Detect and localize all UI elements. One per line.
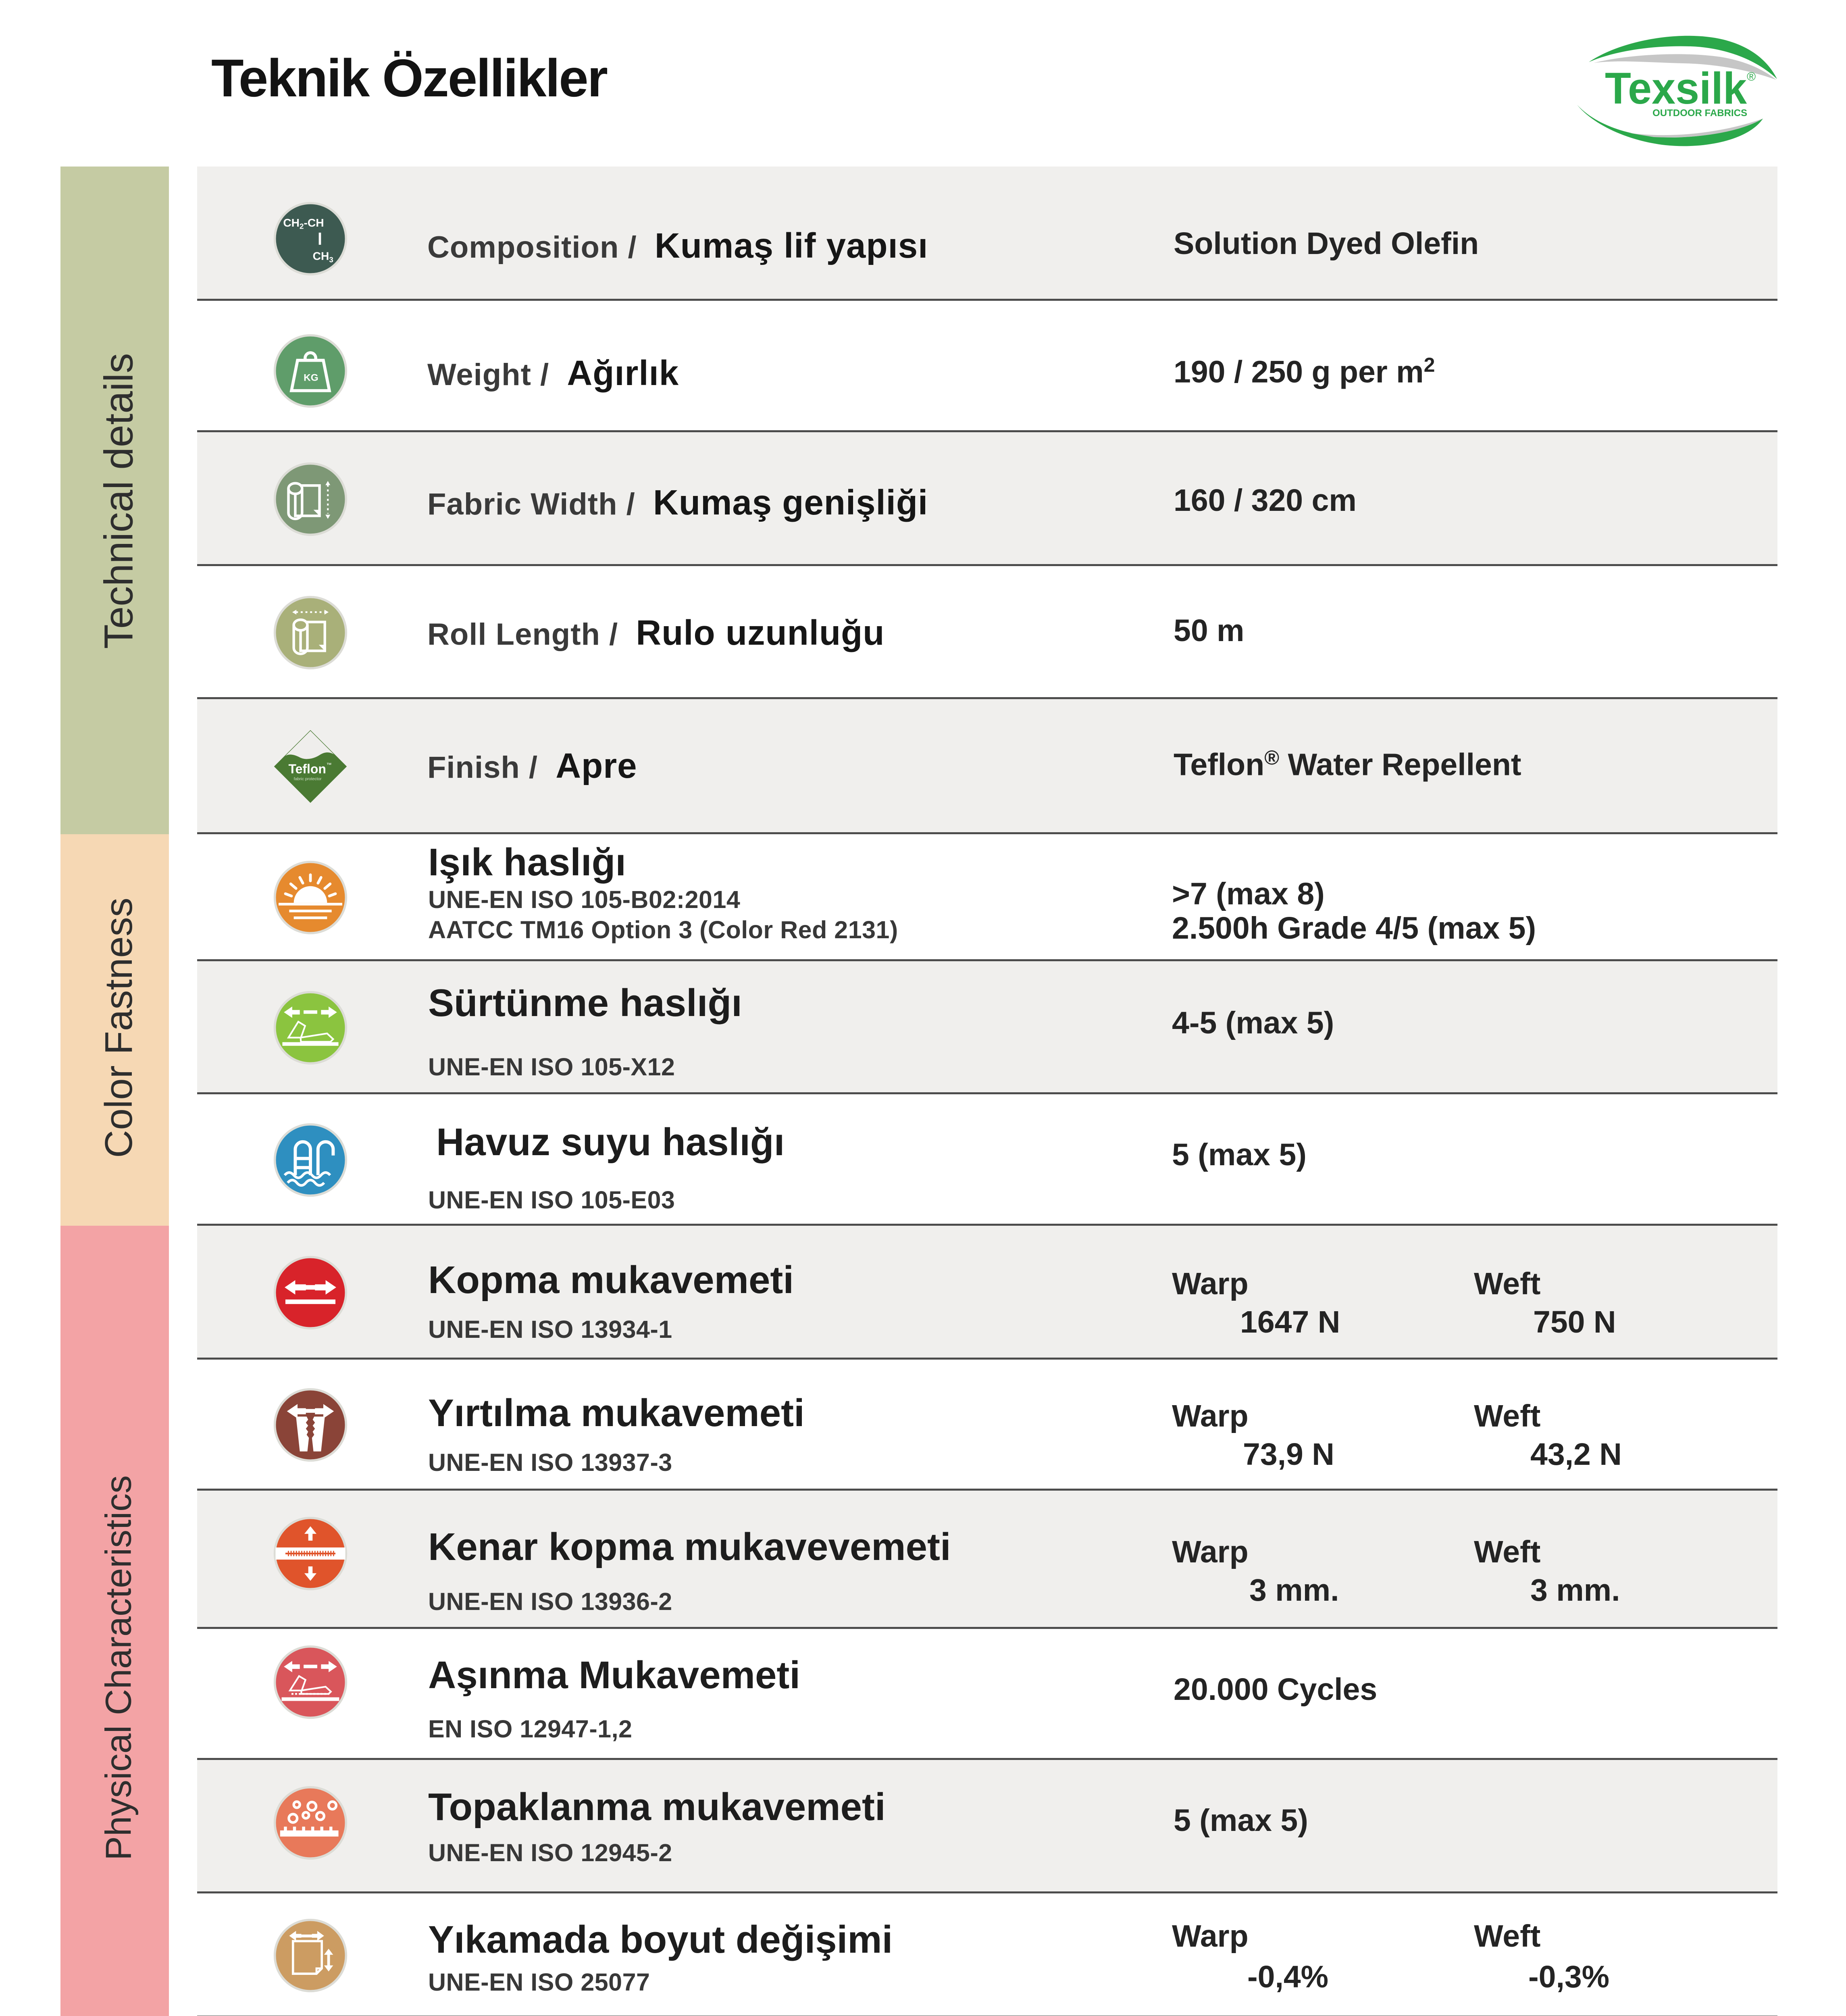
svg-text:KG: KG [304, 372, 318, 383]
svg-text:OUTDOOR FABRICS: OUTDOOR FABRICS [1652, 108, 1747, 119]
svg-text:fabric protector: fabric protector [294, 777, 322, 781]
svg-text:®: ® [1747, 70, 1756, 83]
svg-text:™: ™ [326, 762, 331, 768]
svg-text:Texsilk: Texsilk [1605, 64, 1747, 113]
svg-text:CH2-CH: CH2-CH [283, 216, 324, 231]
svg-text:Teflon: Teflon [288, 762, 326, 776]
